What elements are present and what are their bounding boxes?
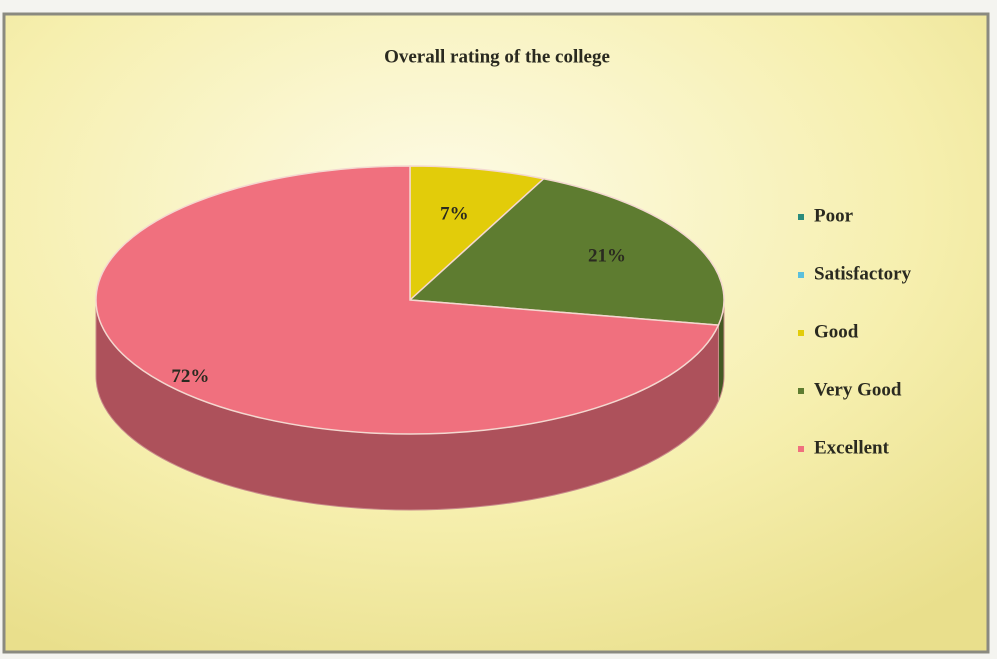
legend-marker — [798, 388, 804, 394]
data-label: 72% — [171, 366, 209, 387]
legend-label: Very Good — [814, 379, 902, 400]
legend-label: Satisfactory — [814, 263, 912, 284]
legend-label: Excellent — [814, 437, 890, 458]
legend-label: Good — [814, 321, 859, 342]
legend-marker — [798, 272, 804, 278]
legend: Poor Satisfactory Good Very Good Excellent — [798, 205, 912, 458]
legend-marker — [798, 214, 804, 220]
data-label: 7% — [440, 204, 469, 225]
legend-marker — [798, 446, 804, 452]
data-label: 21% — [588, 246, 626, 267]
legend-marker — [798, 330, 804, 336]
legend-label: Poor — [814, 205, 854, 226]
chart-title: Overall rating of the college — [384, 46, 610, 67]
pie: 7% 21% 72% — [95, 165, 725, 511]
slice — [95, 165, 720, 435]
slice — [409, 165, 546, 302]
slice — [408, 177, 725, 326]
